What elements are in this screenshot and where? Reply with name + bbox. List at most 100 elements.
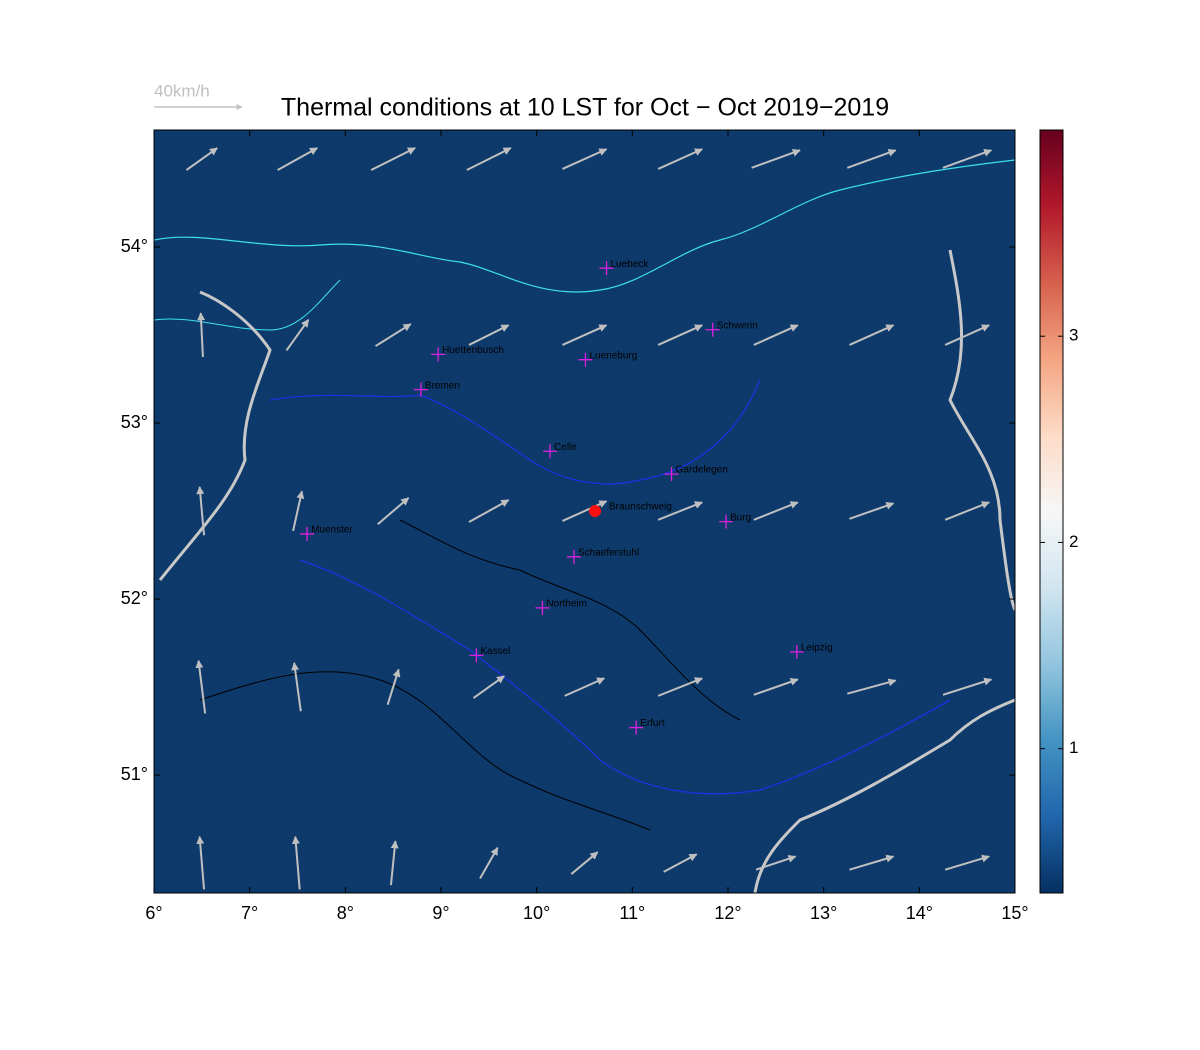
wind-arrow bbox=[386, 668, 401, 705]
wind-arrow bbox=[751, 148, 801, 169]
wind-arrow bbox=[944, 501, 990, 521]
border bbox=[753, 698, 1015, 893]
wind-arrow bbox=[753, 677, 799, 696]
wind-arrow bbox=[389, 840, 399, 886]
x-tick-label: 14° bbox=[906, 903, 933, 923]
wind-arrow bbox=[466, 147, 512, 171]
city-label: Schwerin bbox=[717, 320, 758, 331]
colorbar-tick-label: 1 bbox=[1069, 738, 1078, 757]
city-label: Erfurt bbox=[640, 718, 665, 729]
wind-arrow bbox=[375, 323, 412, 347]
wind-arrow bbox=[291, 662, 302, 712]
wind-arrow bbox=[849, 324, 895, 346]
wind-arrow bbox=[196, 486, 206, 536]
wind-arrow bbox=[562, 324, 608, 346]
wind-arrow bbox=[753, 324, 799, 346]
wind-arrow bbox=[196, 835, 206, 890]
wind-arrow bbox=[562, 500, 608, 522]
boundary bbox=[299, 559, 951, 795]
wind-arrow bbox=[657, 677, 703, 697]
x-tick-label: 6° bbox=[145, 903, 162, 923]
x-tick-label: 12° bbox=[714, 903, 741, 923]
coastline bbox=[154, 159, 1015, 293]
wind-arrow bbox=[849, 854, 895, 871]
site-marker bbox=[589, 505, 602, 518]
city-marker bbox=[566, 549, 581, 564]
city-label: Luebeck bbox=[611, 259, 650, 270]
contour bbox=[399, 519, 741, 721]
wind-arrow bbox=[755, 854, 797, 871]
wind-arrow bbox=[663, 853, 698, 873]
city-label: Northeim bbox=[546, 599, 587, 610]
colorbar-tick-label: 2 bbox=[1069, 532, 1078, 551]
city-label: Celle bbox=[554, 442, 577, 453]
wind-arrow bbox=[846, 148, 897, 169]
wind-arrow bbox=[479, 846, 499, 879]
colorbar bbox=[1039, 129, 1064, 894]
city-marker bbox=[705, 322, 720, 337]
city-label: Kassel bbox=[480, 646, 510, 657]
x-tick-label: 13° bbox=[810, 903, 837, 923]
map-decor bbox=[154, 159, 1015, 893]
x-tick-label: 8° bbox=[337, 903, 354, 923]
wind-arrow bbox=[197, 312, 206, 358]
wind-arrow bbox=[944, 854, 990, 871]
wind-arrow bbox=[472, 675, 505, 699]
x-tick-label: 10° bbox=[523, 903, 550, 923]
contour bbox=[199, 671, 651, 831]
wind-arrow bbox=[195, 659, 207, 714]
wind-arrow bbox=[657, 501, 703, 521]
wind-arrow bbox=[562, 148, 608, 170]
x-tick-label: 9° bbox=[432, 903, 449, 923]
wind-arrow bbox=[377, 497, 410, 526]
city-label: Gardelegen bbox=[676, 465, 728, 476]
city-label: Braunschweig bbox=[609, 502, 672, 513]
city-label: Lueneburg bbox=[589, 350, 637, 361]
city-marker bbox=[578, 352, 593, 367]
y-tick-label: 53° bbox=[121, 412, 148, 432]
city-marker bbox=[719, 514, 734, 529]
city-marker bbox=[431, 347, 446, 362]
wind-arrow bbox=[657, 324, 703, 346]
city-label: Bremen bbox=[425, 380, 460, 391]
wind-arrow bbox=[942, 148, 993, 169]
y-tick-label: 52° bbox=[121, 588, 148, 608]
wind-arrow bbox=[657, 148, 703, 170]
wind-arrow bbox=[292, 490, 305, 532]
map-title: Thermal conditions at 10 LST for Oct − O… bbox=[281, 94, 889, 122]
city-label: Huettenbusch bbox=[442, 345, 504, 356]
wind-arrow bbox=[285, 318, 310, 352]
city-marker bbox=[664, 467, 679, 482]
boundary bbox=[269, 379, 761, 485]
wind-arrows bbox=[185, 147, 993, 890]
plot-frame bbox=[153, 129, 1016, 894]
coastline bbox=[154, 279, 341, 331]
wind-arrow bbox=[468, 499, 510, 523]
city-marker bbox=[599, 261, 614, 276]
wind-arrow bbox=[277, 147, 318, 171]
reference-label: 40km/h bbox=[154, 81, 210, 100]
wind-arrow bbox=[468, 324, 510, 346]
city-marker bbox=[535, 600, 550, 615]
city-marker bbox=[469, 648, 484, 663]
city-marker bbox=[300, 526, 315, 541]
wind-arrow bbox=[849, 501, 895, 520]
city-marker bbox=[629, 720, 644, 735]
x-tick-label: 11° bbox=[619, 903, 645, 923]
wind-arrow bbox=[942, 677, 993, 696]
border bbox=[948, 249, 1015, 611]
wind-arrow bbox=[370, 147, 416, 171]
wind-arrow bbox=[944, 324, 990, 346]
y-tick-label: 51° bbox=[121, 764, 148, 784]
wind-arrow bbox=[847, 678, 897, 695]
wind-arrow bbox=[570, 851, 599, 875]
x-tick-label: 15° bbox=[1001, 903, 1028, 923]
city-label: Leipzig bbox=[801, 643, 833, 654]
city-label: Schaeferstuhl bbox=[578, 547, 639, 558]
border bbox=[158, 290, 272, 581]
city-label: Muenster bbox=[311, 525, 353, 536]
city-marker bbox=[413, 382, 428, 397]
wind-arrow bbox=[753, 501, 799, 521]
wind-arrow bbox=[185, 147, 218, 171]
